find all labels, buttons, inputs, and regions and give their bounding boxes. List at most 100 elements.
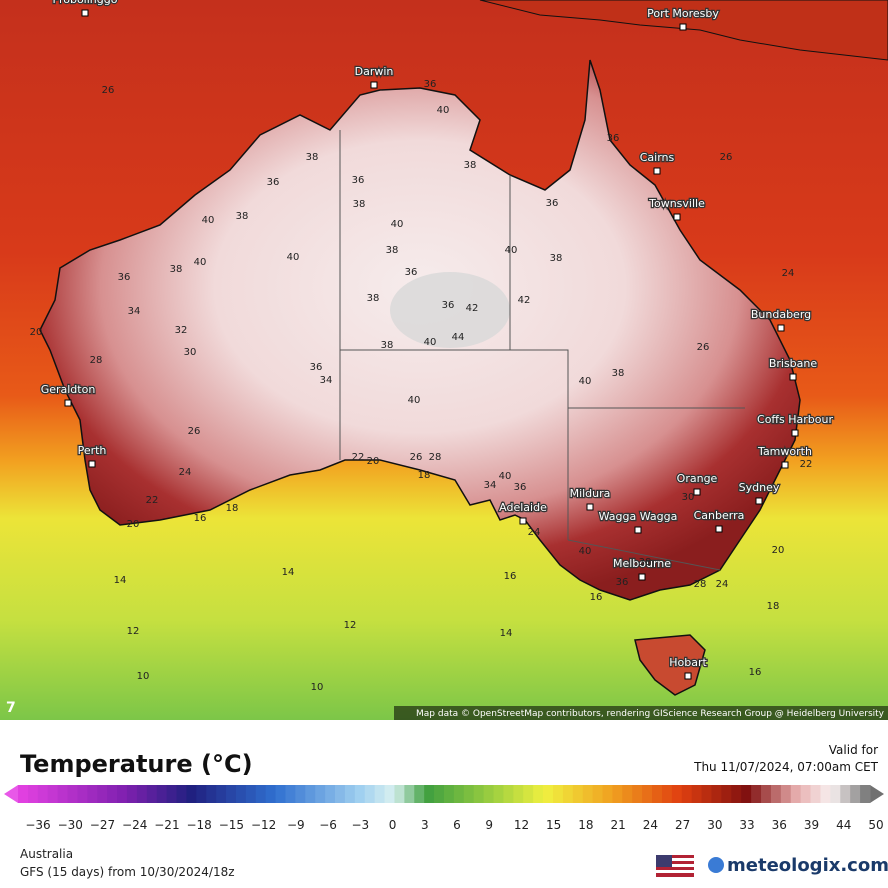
city-marker <box>693 488 701 496</box>
bar-segment <box>731 785 742 803</box>
contour-label: 22 <box>146 495 159 506</box>
model: GFS (15 days) from 10/30/2024/18z <box>20 865 235 879</box>
bar-segment <box>661 785 673 803</box>
contour-label: 44 <box>452 332 465 343</box>
bar-arrow-left <box>4 785 18 803</box>
legend-tick: 30 <box>707 818 722 832</box>
legend-tick: −27 <box>90 818 115 832</box>
valid-time: Thu 11/07/2024, 07:00am CET <box>693 760 879 774</box>
bar-segment <box>344 785 356 803</box>
bar-segment <box>285 785 296 803</box>
bar-segment <box>305 785 316 803</box>
bar-segment <box>780 785 792 803</box>
city-label: Townsville <box>648 197 705 210</box>
contour-label: 40 <box>499 471 512 482</box>
contour-label: 20 <box>127 519 140 530</box>
city-marker <box>679 23 687 31</box>
bar-segment <box>77 785 88 803</box>
legend-tick: 15 <box>546 818 561 832</box>
contour-label: 36 <box>442 300 455 311</box>
contour-label: 32 <box>175 325 188 336</box>
bar-segment <box>820 785 831 803</box>
bar-segment <box>800 785 812 803</box>
legend-tick: −30 <box>58 818 83 832</box>
legend-tick: 44 <box>836 818 851 832</box>
bar-segment <box>136 785 148 803</box>
city-marker <box>634 526 642 534</box>
contour-label: 40 <box>505 245 518 256</box>
contour-label: 10 <box>137 671 150 682</box>
contour-label: 38 <box>170 264 183 275</box>
legend-tick: 50 <box>868 818 883 832</box>
bar-segment <box>473 785 485 803</box>
bar-segment <box>572 785 584 803</box>
bar-segment <box>67 785 78 803</box>
bar-segment <box>533 785 544 803</box>
city-label: Adelaide <box>499 501 547 514</box>
bar-segment <box>37 785 49 803</box>
flag <box>656 855 694 877</box>
legend-tick: 33 <box>739 818 754 832</box>
bar-segment <box>642 785 653 803</box>
bar-segment <box>394 785 405 803</box>
contour-label: 36 <box>310 362 323 373</box>
contour-label: 30 <box>682 492 695 503</box>
contour-label: 40 <box>437 105 450 116</box>
contour-label: 40 <box>579 376 592 387</box>
city-label: Melbourne <box>613 557 671 570</box>
legend-tick: 39 <box>804 818 819 832</box>
contour-label: 38 <box>381 340 394 351</box>
bar-segment <box>87 785 98 803</box>
city-label: Tamworth <box>757 445 812 458</box>
contour-label: 36 <box>546 198 559 209</box>
bar-segment <box>691 785 703 803</box>
contour-label: 26 <box>188 426 201 437</box>
bar-segment <box>622 785 633 803</box>
legend-tick: 36 <box>772 818 787 832</box>
bar-segment <box>632 785 643 803</box>
bar-segment <box>117 785 128 803</box>
bar-segment <box>206 785 217 803</box>
bar-segment <box>592 785 604 803</box>
legend-tick: 24 <box>643 818 658 832</box>
contour-label: 26 <box>410 452 423 463</box>
city-marker <box>715 525 723 533</box>
bar-segment <box>751 785 762 803</box>
legend-title: Temperature (°C) <box>20 750 253 778</box>
contour-label: 28 <box>429 452 442 463</box>
contour-label: 40 <box>408 395 421 406</box>
contour-label: 16 <box>590 592 603 603</box>
contour-label: 38 <box>386 245 399 256</box>
brand-icon <box>708 857 724 873</box>
contour-label: 20 <box>30 327 43 338</box>
contour-label: 10 <box>311 682 324 693</box>
new-guinea <box>479 0 888 61</box>
bar-segment <box>701 785 712 803</box>
city-marker <box>791 429 799 437</box>
legend-tick: 0 <box>389 818 397 832</box>
contour-label: 42 <box>518 295 531 306</box>
contour-label: 14 <box>500 628 513 639</box>
legend-tick: 21 <box>611 818 626 832</box>
legend-tick: −3 <box>351 818 369 832</box>
bar-segment <box>275 785 286 803</box>
bar-segment <box>681 785 693 803</box>
bar-segment <box>503 785 514 803</box>
contour-label: 38 <box>306 152 319 163</box>
contour-label: 38 <box>639 557 652 568</box>
contour-label: 16 <box>504 571 517 582</box>
contour-label: 38 <box>236 211 249 222</box>
city-marker <box>88 460 96 468</box>
bar-segment <box>57 785 69 803</box>
legend-tick: −18 <box>186 818 211 832</box>
city-label: Perth <box>78 444 107 457</box>
city-marker <box>370 81 378 89</box>
contour-label: 42 <box>466 303 479 314</box>
contour-label: 36 <box>267 177 280 188</box>
bar-segment <box>810 785 821 803</box>
contour-label: 16 <box>194 513 207 524</box>
contour-label: 34 <box>484 480 497 491</box>
city-marker <box>64 399 72 407</box>
bar-segment <box>840 785 851 803</box>
